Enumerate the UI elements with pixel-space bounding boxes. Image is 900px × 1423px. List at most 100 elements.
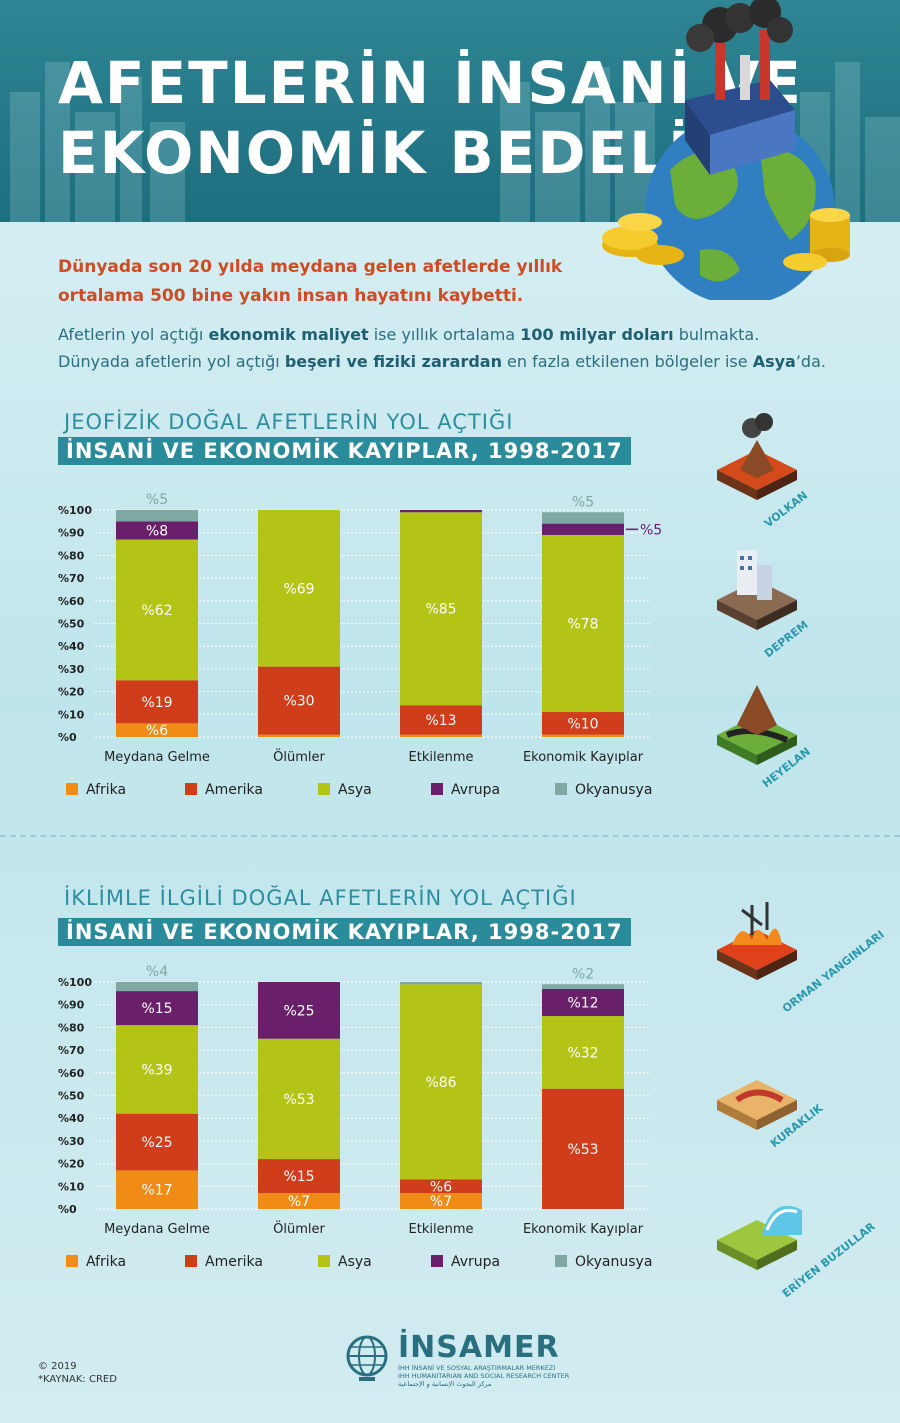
bar-segment-afrika bbox=[400, 1193, 482, 1209]
data-label: %5 bbox=[146, 492, 168, 508]
data-label: %53 bbox=[283, 1092, 314, 1108]
y-tick-label: %40 bbox=[58, 1112, 85, 1125]
bar-segment-avrupa bbox=[258, 982, 340, 1039]
legend-label: Amerika bbox=[205, 1254, 263, 1270]
legend-label: Avrupa bbox=[451, 782, 500, 798]
y-tick-label: %40 bbox=[58, 640, 85, 653]
data-label: %85 bbox=[425, 602, 456, 618]
data-label: %7 bbox=[430, 1194, 452, 1210]
bar-segment-amerika bbox=[258, 666, 340, 735]
bar-segment-asya bbox=[400, 512, 482, 706]
bar-segment-okyanusya bbox=[116, 510, 198, 522]
bar-segment-avrupa bbox=[542, 988, 624, 1017]
data-label: %62 bbox=[141, 603, 172, 619]
data-label: %15 bbox=[141, 1001, 172, 1017]
lead-text: Dünyada son 20 yılda meydana gelen afetl… bbox=[58, 257, 563, 306]
gold-coins-icon bbox=[602, 208, 850, 271]
legend-swatch-avrupa bbox=[431, 783, 443, 795]
data-label: %25 bbox=[141, 1135, 172, 1151]
globe-factory-illustration bbox=[602, 0, 850, 300]
data-label: %15 bbox=[283, 1169, 314, 1185]
category-label: Meydana Gelme bbox=[104, 750, 210, 765]
bar-segment-afrika bbox=[258, 1193, 340, 1209]
copyright-text: © 2019 bbox=[38, 1361, 77, 1372]
data-label: %78 bbox=[567, 617, 598, 633]
globe-logo-icon bbox=[346, 1335, 388, 1381]
category-label: Ölümler bbox=[273, 748, 325, 765]
legend-swatch-amerika bbox=[185, 783, 197, 795]
bar-segment-asya bbox=[542, 1016, 624, 1089]
category-label: Ekonomik Kayıplar bbox=[523, 1222, 644, 1237]
y-tick-label: %70 bbox=[58, 1044, 85, 1057]
legend-swatch-okyanusya bbox=[555, 1255, 567, 1267]
y-tick-label: %60 bbox=[58, 595, 85, 608]
bar-segment-okyanusya bbox=[400, 982, 482, 985]
legend-label: Afrika bbox=[86, 1254, 126, 1270]
bar-segment-okyanusya bbox=[116, 982, 198, 992]
legend-swatch-amerika bbox=[185, 1255, 197, 1267]
y-tick-label: %50 bbox=[58, 618, 85, 631]
chart-geophysical: %0 %10 %20 %30 %40 %50 %60 %70 %80 %90 %100 %6 %19 %6… bbox=[58, 492, 662, 798]
bar-segment-afrika bbox=[542, 734, 624, 737]
data-label: %53 bbox=[567, 1142, 598, 1158]
bar-segment-avrupa bbox=[116, 991, 198, 1026]
legend-label: Okyanusya bbox=[575, 1254, 652, 1270]
y-tick-label: %90 bbox=[58, 999, 85, 1012]
y-tick-label: %100 bbox=[58, 504, 92, 517]
bar-segment-asya bbox=[258, 510, 340, 667]
page-title: AFETLERİN İNSANİ VE EKONOMİK BEDELİ! bbox=[58, 48, 803, 188]
bar-segment-avrupa bbox=[400, 510, 482, 513]
logo-subtitle: İHH İNSANİ VE SOSYAL ARAŞTIRMALAR MERKEZ… bbox=[398, 1364, 570, 1388]
intro-paragraph: Afetlerin yol açtığı ekonomik maliyet is… bbox=[58, 321, 858, 375]
bar-segment-asya bbox=[258, 1038, 340, 1160]
section-divider bbox=[0, 835, 900, 837]
bar-segment-amerika bbox=[542, 712, 624, 735]
data-label: %69 bbox=[283, 581, 314, 597]
y-tick-label: %60 bbox=[58, 1067, 85, 1080]
data-label: %10 bbox=[567, 716, 598, 732]
data-label: %12 bbox=[567, 995, 598, 1011]
bar-segment-amerika bbox=[400, 1179, 482, 1194]
bar-segment-amerika bbox=[116, 680, 198, 724]
bar-segment-afrika bbox=[400, 734, 482, 737]
bar-segment-okyanusya bbox=[542, 984, 624, 989]
bar-segment-amerika bbox=[542, 1088, 624, 1209]
y-tick-label: %0 bbox=[58, 731, 77, 744]
bar-segment-avrupa bbox=[542, 523, 624, 535]
earthquake-icon bbox=[717, 550, 797, 630]
data-label: %17 bbox=[141, 1183, 172, 1199]
source-text: *KAYNAK: CRED bbox=[38, 1374, 117, 1385]
y-tick-label: %20 bbox=[58, 686, 85, 699]
logo-name: İNSAMER bbox=[398, 1330, 560, 1365]
bar-segment-afrika bbox=[258, 734, 340, 737]
bar-segment-amerika bbox=[116, 1113, 198, 1171]
legend-label: Amerika bbox=[205, 782, 263, 798]
y-tick-label: %90 bbox=[58, 527, 85, 540]
section2-title-top: İKLİMLE İLGİLİ DOĞAL AFETLERİN YOL AÇTIĞ… bbox=[64, 886, 577, 910]
legend-label: Okyanusya bbox=[575, 782, 652, 798]
bar-segment-asya bbox=[116, 539, 198, 681]
bar-segment-afrika bbox=[116, 1170, 198, 1209]
data-label: %2 bbox=[572, 966, 594, 982]
legend-swatch-afrika bbox=[66, 1255, 78, 1267]
y-tick-label: %10 bbox=[58, 1180, 85, 1193]
data-label: %25 bbox=[283, 1003, 314, 1019]
volcano-icon bbox=[717, 413, 797, 500]
y-tick-label: %50 bbox=[58, 1090, 85, 1103]
landslide-icon bbox=[717, 685, 797, 765]
data-label: %19 bbox=[141, 695, 172, 711]
bar-segment-okyanusya bbox=[542, 512, 624, 524]
bar-segment-amerika bbox=[400, 705, 482, 735]
bar-segment-asya bbox=[542, 534, 624, 713]
intro-line-1: Afetlerin yol açtığı ekonomik maliyet is… bbox=[58, 325, 760, 344]
drought-icon bbox=[717, 1080, 797, 1130]
intro-line-2: Dünyada afetlerin yol açtığı beşeri ve f… bbox=[58, 352, 826, 371]
bar-segment-asya bbox=[400, 984, 482, 1180]
data-label: %5 bbox=[640, 522, 662, 538]
legend-swatch-afrika bbox=[66, 783, 78, 795]
data-label: %86 bbox=[425, 1075, 456, 1091]
bar-segment-asya bbox=[116, 1025, 198, 1114]
forest-fire-icon bbox=[717, 902, 797, 980]
data-label: %5 bbox=[572, 494, 594, 510]
section1-title-bottom: İNSANİ VE EKONOMİK KAYIPLAR, 1998-2017 bbox=[58, 437, 631, 465]
